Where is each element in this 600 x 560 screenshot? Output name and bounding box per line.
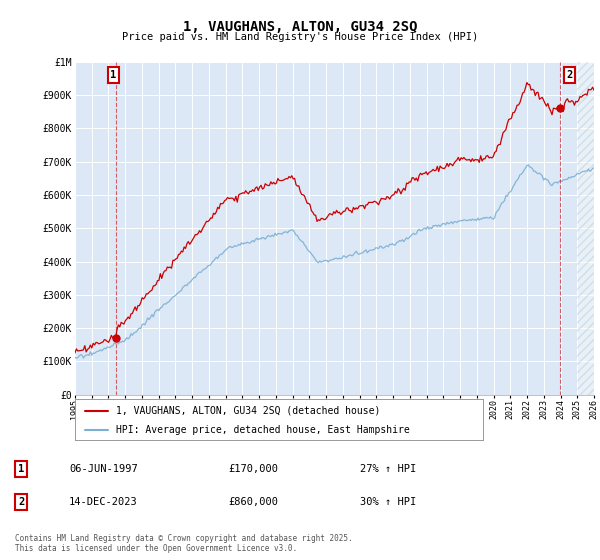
Text: 2: 2 xyxy=(18,497,24,507)
Text: 06-JUN-1997: 06-JUN-1997 xyxy=(69,464,138,474)
Text: HPI: Average price, detached house, East Hampshire: HPI: Average price, detached house, East… xyxy=(116,424,410,435)
Text: 1: 1 xyxy=(110,70,116,80)
Text: 1, VAUGHANS, ALTON, GU34 2SQ (detached house): 1, VAUGHANS, ALTON, GU34 2SQ (detached h… xyxy=(116,405,380,416)
Bar xyxy=(577,62,594,395)
Text: 1: 1 xyxy=(18,464,24,474)
Text: 1, VAUGHANS, ALTON, GU34 2SQ: 1, VAUGHANS, ALTON, GU34 2SQ xyxy=(183,20,417,34)
Text: £860,000: £860,000 xyxy=(228,497,278,507)
Text: 2: 2 xyxy=(566,70,573,80)
Text: Contains HM Land Registry data © Crown copyright and database right 2025.
This d: Contains HM Land Registry data © Crown c… xyxy=(15,534,353,553)
Text: 30% ↑ HPI: 30% ↑ HPI xyxy=(360,497,416,507)
Text: Price paid vs. HM Land Registry's House Price Index (HPI): Price paid vs. HM Land Registry's House … xyxy=(122,32,478,43)
Text: £170,000: £170,000 xyxy=(228,464,278,474)
Text: 14-DEC-2023: 14-DEC-2023 xyxy=(69,497,138,507)
Text: 27% ↑ HPI: 27% ↑ HPI xyxy=(360,464,416,474)
